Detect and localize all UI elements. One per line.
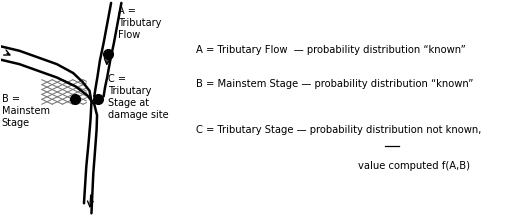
Text: B =
Mainstem
Stage: B = Mainstem Stage xyxy=(2,94,49,128)
Text: C =
Tributary
Stage at
damage site: C = Tributary Stage at damage site xyxy=(108,74,169,120)
Text: A = Tributary Flow  — probability distribution “known”: A = Tributary Flow — probability distrib… xyxy=(196,45,466,55)
Text: A =
Tributary
Flow: A = Tributary Flow xyxy=(118,6,161,40)
Text: C = Tributary Stage — probability distribution not known,: C = Tributary Stage — probability distri… xyxy=(196,125,482,135)
Text: value computed f(A,B): value computed f(A,B) xyxy=(358,161,470,171)
Text: B = Mainstem Stage — probability distribution “known”: B = Mainstem Stage — probability distrib… xyxy=(196,79,474,89)
